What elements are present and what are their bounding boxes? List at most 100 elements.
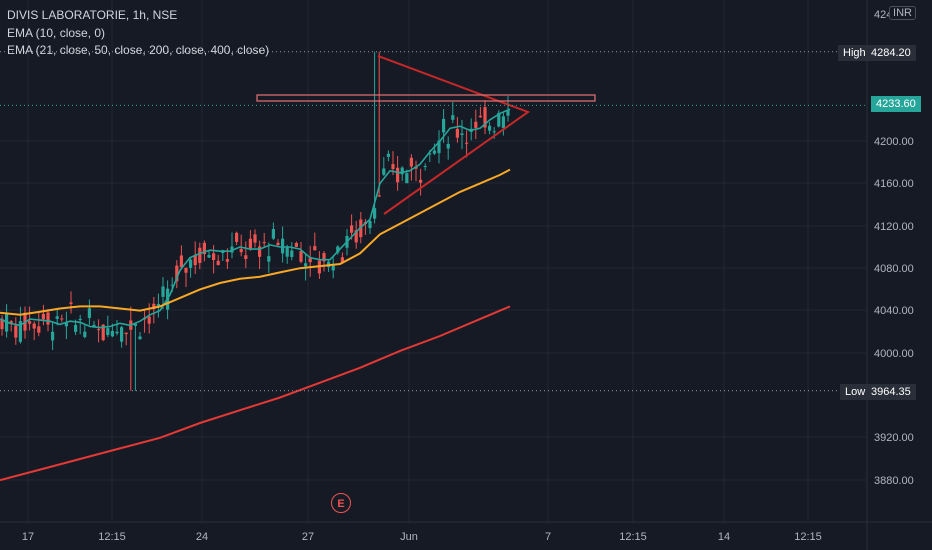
candle-body — [350, 225, 354, 233]
candle-body — [0, 318, 4, 330]
candle-body — [271, 229, 275, 239]
candle-body — [212, 253, 216, 260]
candle-body — [74, 324, 78, 332]
candle-body — [202, 242, 206, 255]
candle-body — [451, 115, 455, 120]
y-tick-label: 3920.00 — [874, 432, 914, 444]
candle-body — [41, 313, 45, 320]
candle-body — [501, 116, 505, 128]
candle-body — [409, 157, 413, 167]
candle-body — [138, 336, 142, 340]
ema-10-line — [0, 108, 511, 329]
candle-body — [69, 302, 73, 304]
legend-ema10[interactable]: EMA (10, close, 0) — [7, 25, 106, 40]
x-tick-label: 14 — [718, 531, 730, 543]
y-tick-label: 4040.00 — [874, 305, 914, 317]
y-tick-label: 4200.00 — [874, 136, 914, 148]
candle-body — [97, 329, 101, 331]
candle-body — [336, 246, 340, 253]
candle-body — [285, 247, 289, 257]
high-label-tag: High — [838, 45, 871, 61]
x-tick-label: 7 — [545, 531, 551, 543]
candle-body — [161, 286, 165, 297]
candle-body — [207, 255, 211, 258]
candle-body — [46, 312, 50, 325]
x-tick-label: 12:15 — [98, 531, 126, 543]
candle-body — [184, 267, 188, 273]
candle-body — [281, 238, 285, 254]
candle-body — [354, 230, 358, 243]
candle-body — [198, 247, 202, 263]
candle-body — [391, 164, 395, 170]
candle-body — [51, 331, 55, 341]
candle-body — [396, 167, 400, 183]
candle-body — [253, 234, 257, 243]
candle-body — [359, 219, 363, 238]
candle-body — [386, 153, 390, 157]
candle-body — [92, 324, 96, 328]
chart-legend: DIVIS LABORATORIE, 1h, NSE EMA (10, clos… — [7, 7, 269, 60]
candle-body — [478, 115, 482, 118]
triangle-pattern — [377, 55, 531, 215]
candle-body — [460, 133, 464, 135]
candle-body — [465, 142, 469, 144]
candle-body — [506, 110, 510, 116]
candle-body — [437, 140, 441, 154]
candle-body — [373, 208, 377, 219]
x-tick-label: 12:15 — [619, 531, 647, 543]
candle-body — [419, 179, 423, 183]
ema-long-line — [0, 305, 511, 482]
candle-body — [115, 331, 119, 334]
low-label-tag: Low — [840, 384, 871, 400]
candle-body — [497, 112, 501, 127]
earnings-marker-icon[interactable]: E — [331, 493, 351, 513]
candle-body — [55, 316, 59, 319]
candle-body — [64, 323, 68, 327]
x-tick-label: 12:15 — [794, 531, 822, 543]
candle-body — [235, 232, 239, 242]
candle-body — [294, 242, 298, 247]
resistance-zone — [256, 94, 596, 102]
candle-body — [106, 328, 110, 336]
candle-body — [474, 121, 478, 128]
legend-symbol-title[interactable]: DIVIS LABORATORIE, 1h, NSE — [7, 8, 178, 22]
candle-body — [377, 195, 381, 197]
candle-body — [276, 242, 280, 246]
candle-body — [405, 173, 409, 184]
candle-body — [262, 242, 266, 244]
candle-body — [78, 318, 82, 321]
candle-body — [400, 167, 404, 175]
candle-body — [179, 255, 183, 268]
candle-body — [267, 256, 271, 262]
candle-body — [442, 118, 446, 133]
candle-body — [18, 321, 22, 342]
candle-body — [304, 263, 308, 267]
candle-body — [492, 131, 496, 133]
candle-body — [258, 246, 262, 257]
candle-body — [340, 257, 344, 263]
candle-body — [225, 259, 229, 262]
candle-body — [428, 153, 432, 155]
candle-body — [170, 284, 174, 286]
low-value-tag: 3964.35 — [866, 384, 916, 400]
x-tick-label: 24 — [196, 531, 208, 543]
legend-ema-multi[interactable]: EMA (21, close, 50, close, 200, close, 4… — [7, 43, 270, 57]
y-tick-label: 4080.00 — [874, 263, 914, 275]
candle-body — [483, 107, 487, 128]
y-tick-label: 4000.00 — [874, 348, 914, 360]
candle-body — [382, 168, 386, 175]
x-tick-label: 17 — [22, 531, 34, 543]
candle-body — [156, 303, 160, 306]
candle-body — [313, 246, 317, 251]
candle-body — [308, 258, 312, 263]
ema-21-line — [0, 168, 511, 316]
candle-body — [101, 324, 105, 341]
currency-badge[interactable]: INR — [889, 6, 916, 20]
candle-body — [446, 143, 450, 149]
candle-body — [87, 308, 91, 318]
candle-body — [60, 318, 64, 320]
candle-body — [120, 327, 124, 342]
candle-body — [175, 265, 179, 282]
candle-body — [368, 221, 372, 229]
